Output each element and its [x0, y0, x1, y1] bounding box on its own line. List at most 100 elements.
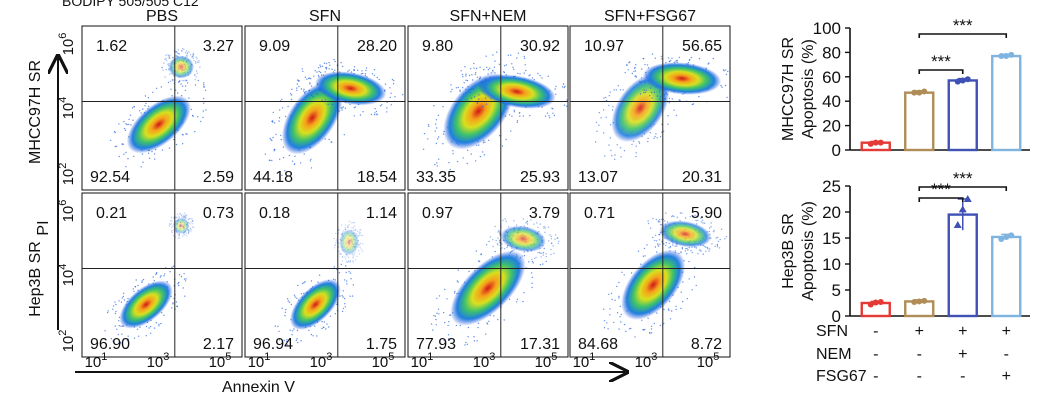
- svg-text:105: 105: [209, 351, 232, 371]
- y-axis-label: PI: [35, 220, 52, 235]
- quadrant-ll: 92.54: [90, 169, 130, 186]
- quadrant-ll: 96.94: [253, 336, 293, 353]
- data-point-0-1-0: [911, 89, 918, 96]
- x-tick-c2-2: 105: [535, 351, 558, 371]
- y-tick-r1-0-exp: 6: [57, 200, 69, 206]
- treatment-sign-2-3: +: [1002, 368, 1011, 385]
- data-point-0-2-0: [954, 78, 961, 85]
- quadrant-ur: 5.90: [691, 205, 722, 222]
- x-tick-c3-0: 101: [573, 351, 596, 371]
- data-point-0-1-2: [921, 88, 928, 95]
- x-tick-c3-2-base: 10: [697, 354, 714, 371]
- bar-0-1: [904, 91, 935, 152]
- bar-y-tick-0-3: 60: [822, 68, 841, 87]
- x-tick-c2-1-base: 10: [473, 354, 490, 371]
- svg-text:101: 101: [411, 351, 434, 371]
- data-point-0-1-1: [916, 89, 923, 96]
- quadrant-ul: 0.21: [96, 205, 127, 222]
- svg-text:103: 103: [635, 351, 658, 371]
- column-title-3: SFN+FSG67: [604, 8, 696, 25]
- quadrant-ur: 0.73: [203, 205, 234, 222]
- y-tick-r0-1: 104: [57, 97, 77, 120]
- x-tick-c1-2: 105: [372, 351, 395, 371]
- quadrant-ul: 10.97: [584, 38, 624, 55]
- quadrant-lr: 20.31: [682, 169, 722, 186]
- x-tick-c0-0-base: 10: [85, 354, 102, 371]
- treatment-sign-2-0: -: [873, 368, 878, 385]
- quadrant-ul: 9.09: [259, 38, 290, 55]
- svg-text:102: 102: [57, 330, 77, 353]
- treatment-sign-2-2: -: [960, 368, 965, 385]
- y-tick-r0-2-exp: 2: [57, 163, 69, 169]
- row-label-1: Hep3B SR: [27, 241, 44, 317]
- flow-panel-r1-c0: 0.21 0.73 96.90 2.17: [81, 192, 243, 358]
- quadrant-lr: 8.72: [691, 336, 722, 353]
- quadrant-ur: 28.20: [357, 38, 397, 55]
- x-tick-c0-2-base: 10: [209, 354, 226, 371]
- data-point-0-0-0: [867, 140, 874, 147]
- x-tick-c2-0-base: 10: [411, 354, 428, 371]
- flow-panel-r0-c3: 10.97 56.65 13.07 20.31: [569, 25, 731, 191]
- x-tick-c3-1-base: 10: [635, 354, 652, 371]
- treatment-sign-0-3: +: [1002, 323, 1011, 340]
- quadrant-ul: 0.97: [422, 205, 453, 222]
- sig-label-1-1: ***: [953, 169, 973, 188]
- sig-bracket-1-0: [918, 197, 964, 202]
- treatment-sign-1-2: +: [958, 346, 967, 363]
- x-tick-c2-2-base: 10: [535, 354, 552, 371]
- scatter-cloud: [104, 212, 195, 344]
- bar-y-label-line2: Apoptosis (%): [800, 39, 817, 139]
- data-point-0-3-2: [1008, 51, 1015, 58]
- bar-y-tick-1-3: 15: [822, 229, 841, 248]
- quadrant-lr: 17.31: [520, 336, 560, 353]
- y-tick-r1-1: 104: [57, 264, 77, 287]
- data-point-1-3-1: [1003, 233, 1010, 240]
- data-point-1-3-2: [1008, 232, 1015, 239]
- x-tick-c3-0-exp: 1: [589, 351, 595, 363]
- sig-label-0-1: ***: [953, 16, 973, 35]
- bar-y-tick-1-1: 5: [832, 281, 841, 300]
- x-tick-c2-0: 101: [411, 351, 434, 371]
- quadrant-ll: 13.07: [578, 169, 618, 186]
- treatment-label-0: SFN: [816, 323, 848, 340]
- data-point-1-0-1: [872, 299, 879, 306]
- svg-text:102: 102: [57, 163, 77, 186]
- treatment-sign-1-0: -: [873, 346, 878, 363]
- scatter-cloud: [422, 51, 568, 171]
- y-tick-r1-1-base: 10: [60, 270, 77, 287]
- scatter-cloud: [274, 220, 364, 346]
- x-tick-c1-0-exp: 1: [264, 351, 270, 363]
- x-tick-c0-2: 105: [209, 351, 232, 371]
- bar-y-tick-0-2: 40: [822, 92, 841, 111]
- x-tick-c3-1-exp: 3: [651, 351, 657, 363]
- data-point-0-0-2: [877, 139, 884, 146]
- bar-y-label: MHCC97H SR Apoptosis (%): [780, 37, 817, 141]
- data-point-0-2-1: [959, 77, 966, 84]
- quadrant-ul: 0.71: [584, 205, 615, 222]
- treatment-sign-0-2: +: [958, 323, 967, 340]
- flow-cytometry-grid: PBS SFN SFN+NEM SFN+FSG67 MHCC97H SR 1.62 3.27…: [27, 8, 731, 371]
- svg-text:105: 105: [697, 351, 720, 371]
- data-point-0-3-0: [998, 53, 1005, 60]
- bar-y-label-line1: MHCC97H SR: [780, 37, 797, 141]
- bar-y-tick-1-4: 20: [822, 203, 841, 222]
- flow-panel-r0-c2: 9.80 30.92 33.35 25.93: [407, 25, 569, 191]
- treatment-label-1: NEM: [816, 346, 852, 363]
- quadrant-ll: 96.90: [90, 336, 130, 353]
- x-tick-c3-1: 103: [635, 351, 658, 371]
- flow-panel-r1-c3: 0.71 5.90 84.68 8.72: [569, 192, 731, 358]
- quadrant-ll: 84.68: [578, 336, 618, 353]
- x-tick-c1-0: 101: [248, 351, 271, 371]
- x-tick-c3-0-base: 10: [573, 354, 590, 371]
- bar-y-tick-1-2: 10: [822, 255, 841, 274]
- y-tick-r1-1-exp: 4: [57, 264, 69, 270]
- x-tick-c2-0-exp: 1: [427, 351, 433, 363]
- x-tick-c1-2-base: 10: [372, 354, 389, 371]
- data-point-0-3-1: [1003, 53, 1010, 60]
- quadrant-ll: 44.18: [253, 169, 293, 186]
- column-title-1: SFN: [309, 8, 341, 25]
- x-tick-c0-1: 103: [147, 351, 170, 371]
- bar-0-3: [991, 54, 1022, 152]
